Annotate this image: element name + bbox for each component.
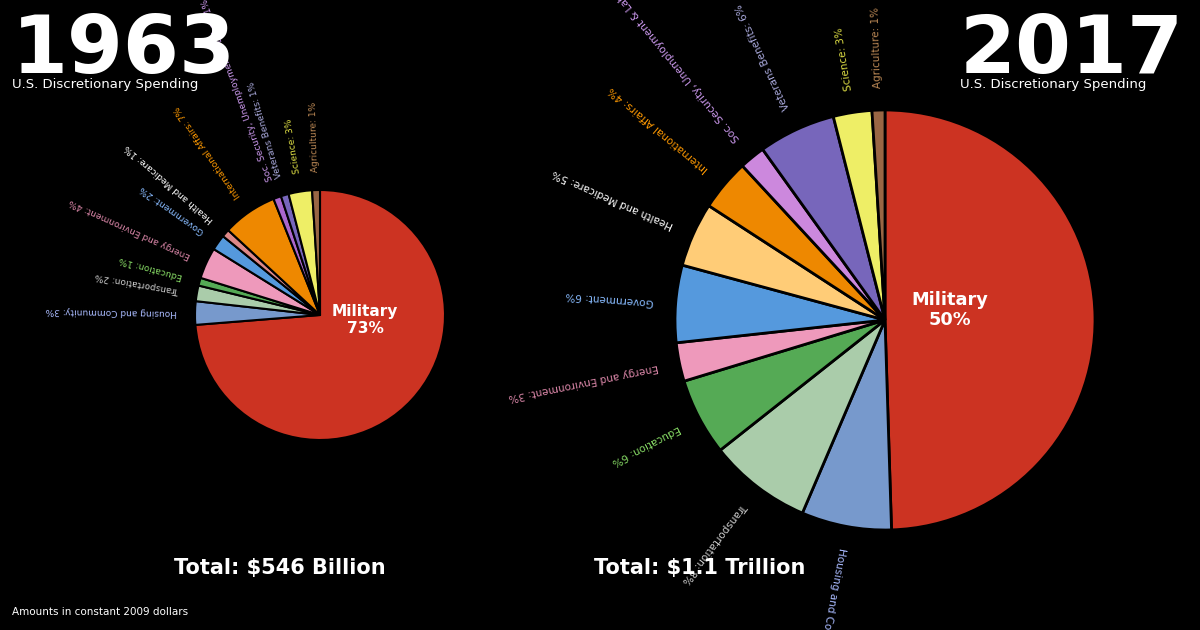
Text: Transportation: 8%: Transportation: 8%	[680, 501, 748, 586]
Text: Veterans Benefits: 1%: Veterans Benefits: 1%	[247, 81, 284, 179]
Text: Housing and Community: 7%: Housing and Community: 7%	[809, 547, 847, 630]
Text: Government: 2%: Government: 2%	[138, 184, 206, 236]
Wedge shape	[289, 190, 320, 315]
Text: Science: 3%: Science: 3%	[834, 27, 854, 91]
Text: Agriculture: 1%: Agriculture: 1%	[870, 7, 883, 88]
Text: International Affairs: 4%: International Affairs: 4%	[607, 85, 710, 175]
Text: Transportation: 2%: Transportation: 2%	[95, 271, 180, 295]
Wedge shape	[223, 230, 320, 315]
Text: Total: $1.1 Trillion: Total: $1.1 Trillion	[594, 558, 805, 578]
Wedge shape	[683, 206, 886, 320]
Text: Health and Medicare: 5%: Health and Medicare: 5%	[551, 168, 676, 230]
Text: International Affairs: 7%: International Affairs: 7%	[173, 104, 242, 200]
Text: Amounts in constant 2009 dollars: Amounts in constant 2009 dollars	[12, 607, 188, 617]
Wedge shape	[281, 194, 320, 315]
Wedge shape	[274, 196, 320, 315]
Wedge shape	[709, 166, 886, 320]
Text: Education: 6%: Education: 6%	[611, 423, 682, 467]
Text: U.S. Discretionary Spending: U.S. Discretionary Spending	[12, 78, 198, 91]
Text: Science: 3%: Science: 3%	[284, 118, 302, 175]
Text: Soc. Security, Unemployment & Labor: 2%: Soc. Security, Unemployment & Labor: 2%	[594, 0, 743, 144]
Wedge shape	[743, 149, 886, 320]
Text: Military
50%: Military 50%	[912, 290, 989, 329]
Wedge shape	[214, 236, 320, 315]
Text: Soc. Security, Unemployment & Labor: 1%: Soc. Security, Unemployment & Labor: 1%	[200, 0, 275, 182]
Text: Military
73%: Military 73%	[332, 304, 398, 336]
Text: U.S. Discretionary Spending: U.S. Discretionary Spending	[960, 78, 1146, 91]
Text: Government: 6%: Government: 6%	[565, 290, 654, 307]
Text: Veterans Benefits: 6%: Veterans Benefits: 6%	[734, 3, 792, 112]
Wedge shape	[886, 110, 1094, 530]
Text: Housing and Community: 3%: Housing and Community: 3%	[46, 306, 178, 318]
Text: Health and Medicare: 1%: Health and Medicare: 1%	[122, 143, 215, 225]
Wedge shape	[196, 285, 320, 315]
Text: Energy and Environment: 4%: Energy and Environment: 4%	[67, 197, 192, 260]
Text: 1963: 1963	[12, 12, 236, 90]
Wedge shape	[803, 320, 892, 530]
Wedge shape	[833, 110, 886, 320]
Wedge shape	[200, 249, 320, 315]
Text: Total: $546 Billion: Total: $546 Billion	[174, 558, 386, 578]
Wedge shape	[872, 110, 886, 320]
Text: Agriculture: 1%: Agriculture: 1%	[308, 101, 320, 172]
Wedge shape	[196, 301, 320, 325]
Wedge shape	[720, 320, 886, 513]
Wedge shape	[684, 320, 886, 450]
Text: Education: 1%: Education: 1%	[118, 255, 184, 281]
Wedge shape	[228, 199, 320, 315]
Text: 2017: 2017	[960, 12, 1184, 90]
Wedge shape	[198, 278, 320, 315]
Wedge shape	[196, 190, 445, 440]
Wedge shape	[676, 265, 886, 343]
Wedge shape	[312, 190, 320, 315]
Wedge shape	[677, 320, 886, 381]
Text: Energy and Environment: 3%: Energy and Environment: 3%	[508, 362, 659, 402]
Wedge shape	[763, 117, 886, 320]
